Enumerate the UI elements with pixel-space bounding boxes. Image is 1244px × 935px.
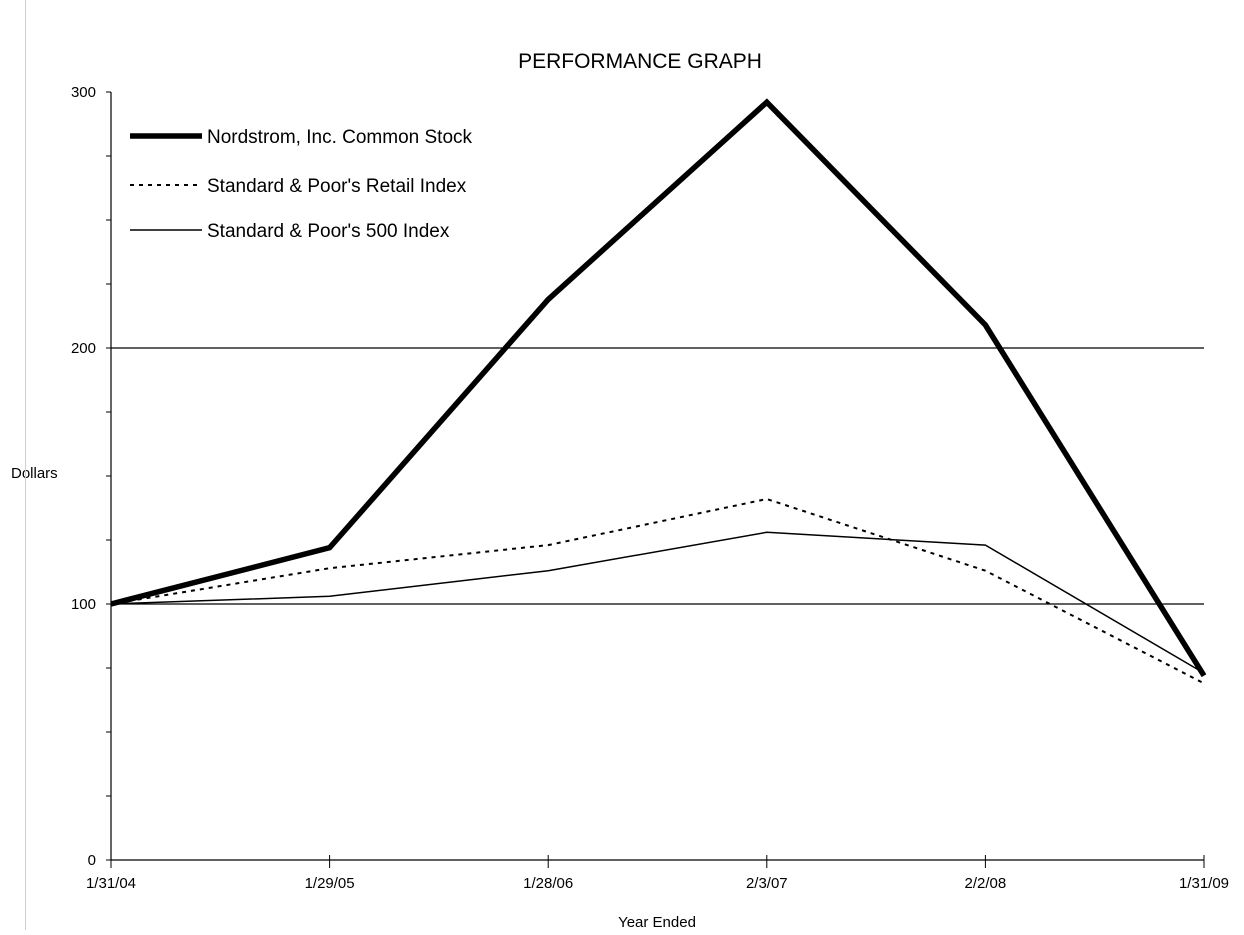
y-tick-label: 0 [88,852,96,869]
legend-label-1: Nordstrom, Inc. Common Stock [207,127,473,148]
x-tick-label: 1/29/05 [305,875,355,892]
legend-label-2: Standard & Poor's Retail Index [207,176,467,197]
series-line-2 [110,497,1205,685]
y-axis-label: Dollars [11,465,58,482]
legend: Nordstrom, Inc. Common Stock Standard & P… [130,127,473,242]
page-left-border [25,0,26,930]
axis-layer: 0 100 200 300 1/31/04 1/29/05 1/28/06 2/3/07 2/2… [71,84,1229,892]
series-layer [110,98,1207,685]
x-tick-label: 1/31/09 [1179,875,1229,892]
x-tick-label: 2/3/07 [746,875,788,892]
y-tick-label: 300 [71,84,96,101]
series-line-1 [110,98,1207,678]
x-tick-label: 1/31/04 [86,875,136,892]
series-line-3 [110,531,1205,674]
x-tick-label: 1/28/06 [523,875,573,892]
chart-title: PERFORMANCE GRAPH [518,50,762,73]
x-tick-label: 2/2/08 [965,875,1007,892]
y-tick-label: 200 [71,340,96,357]
y-tick-label: 100 [71,596,96,613]
legend-label-3: Standard & Poor's 500 Index [207,221,450,242]
x-axis-label: Year Ended [618,914,696,930]
grid-layer [111,347,1204,605]
